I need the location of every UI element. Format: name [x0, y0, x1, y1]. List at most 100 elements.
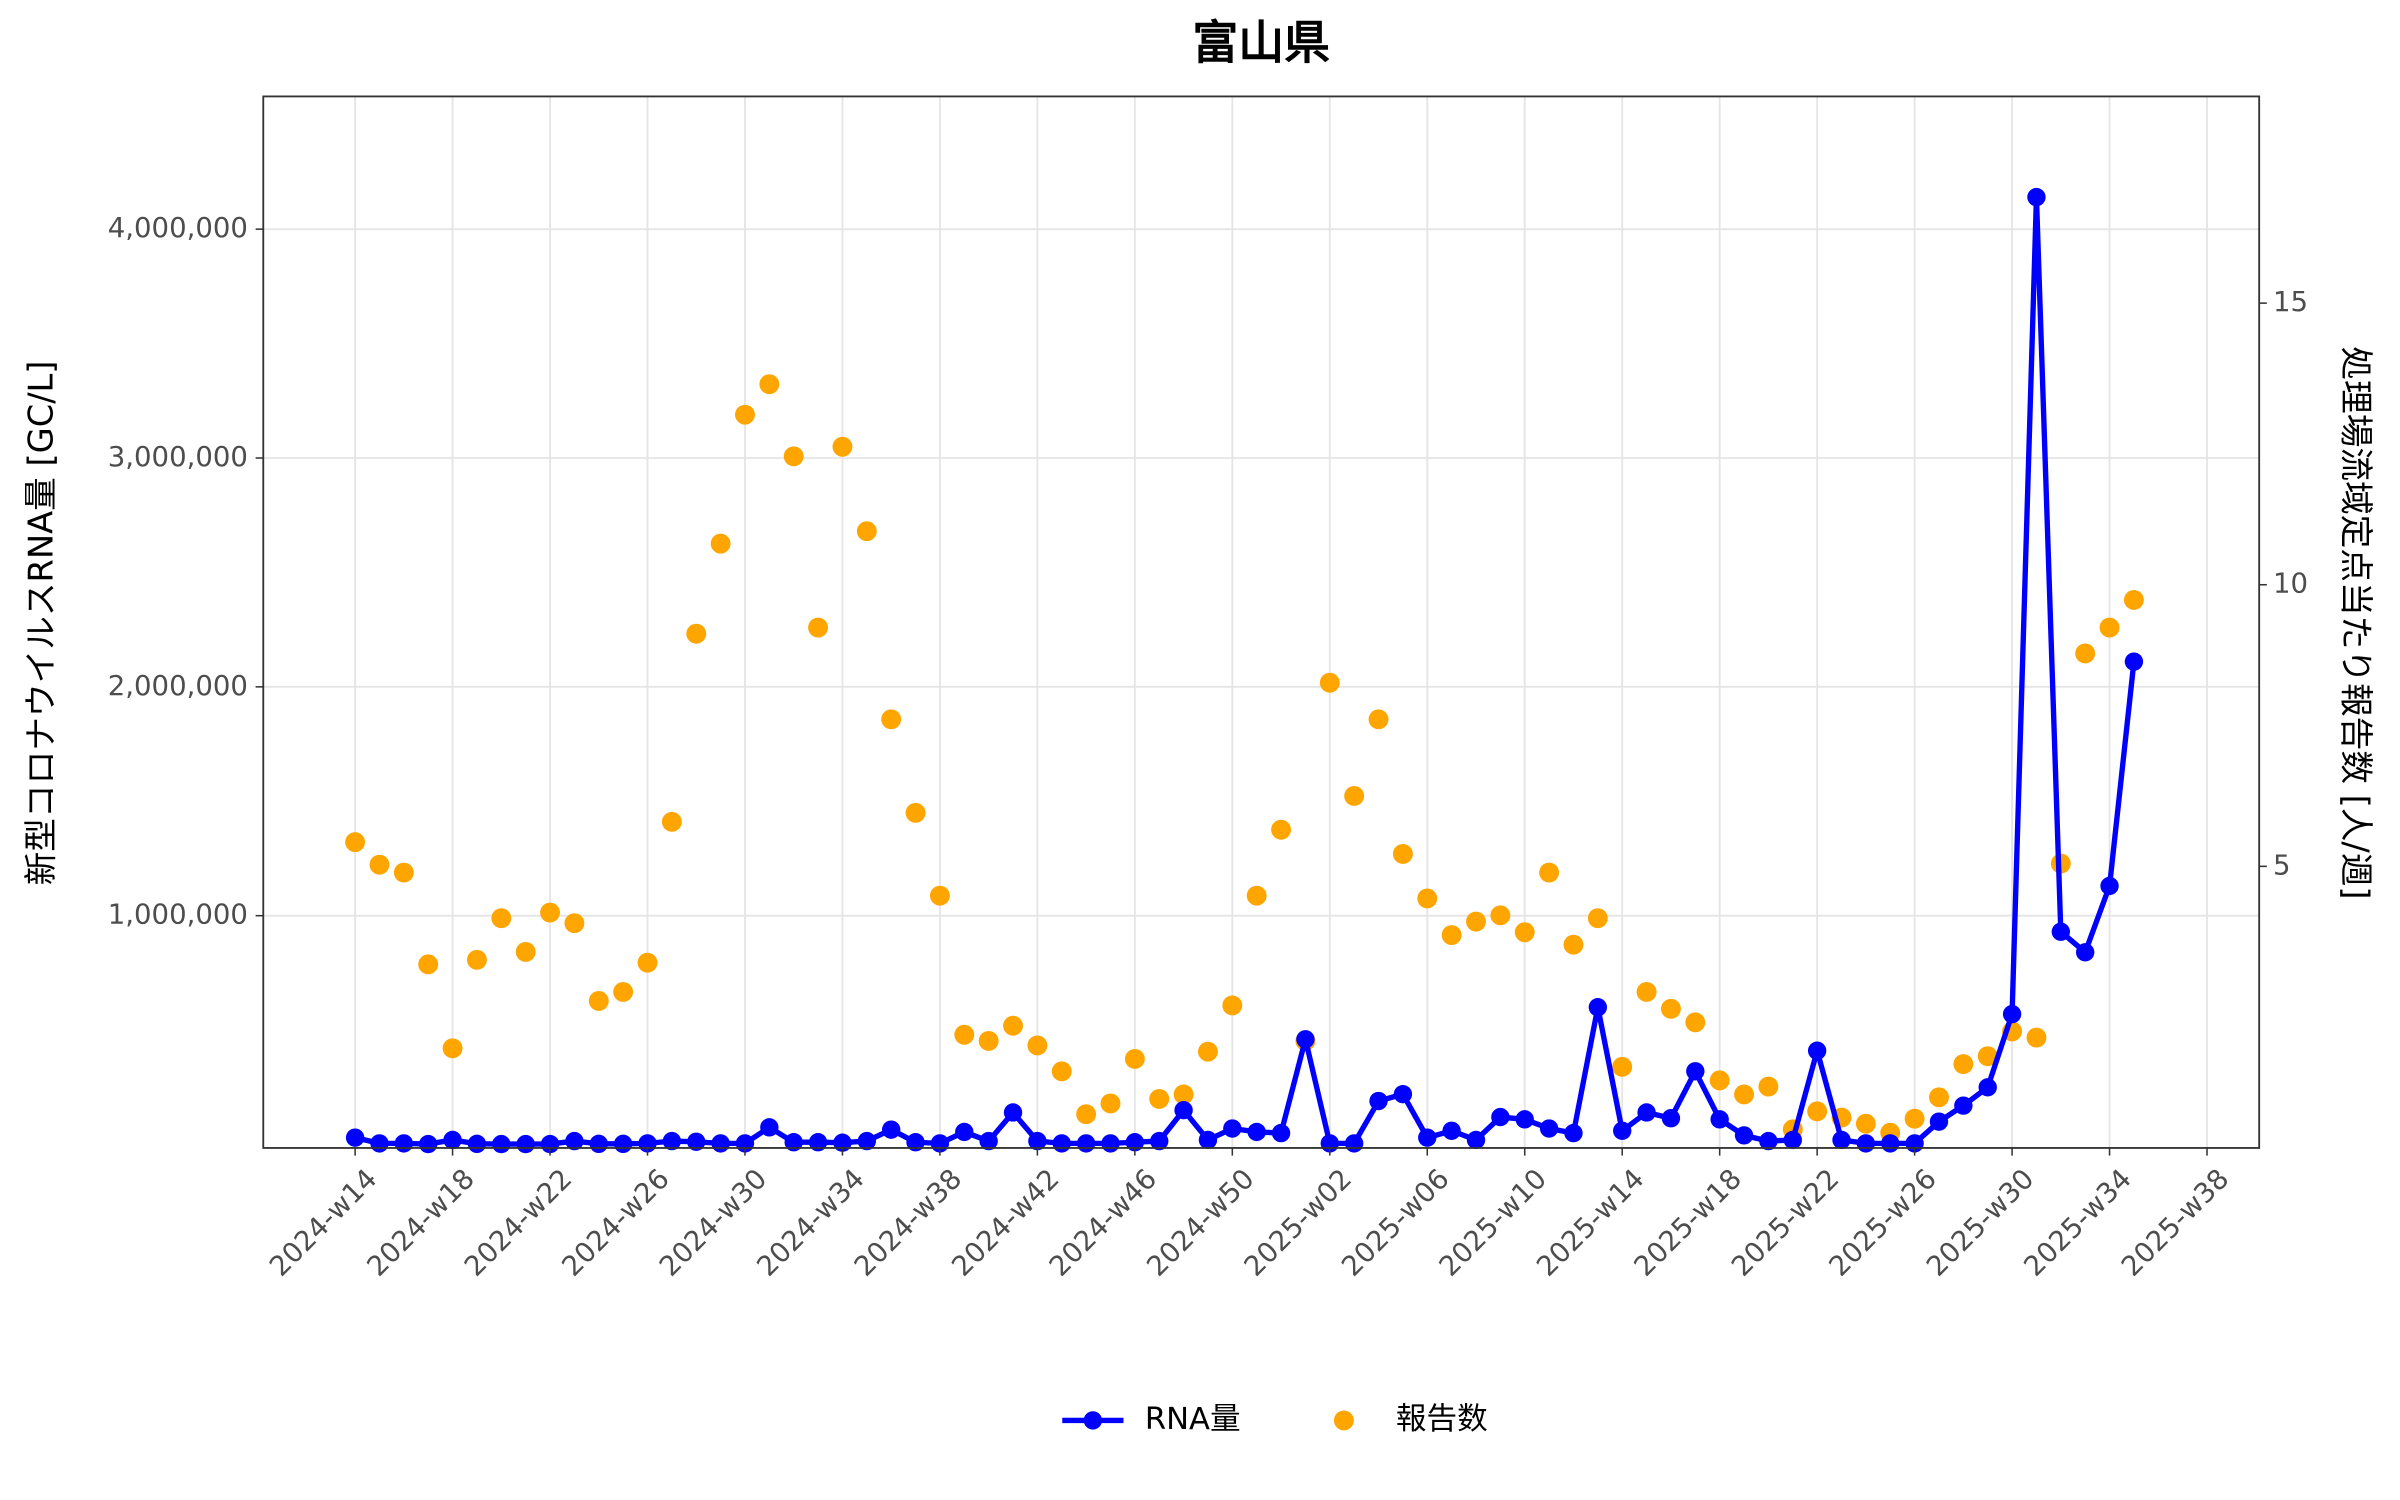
series-point	[1490, 905, 1511, 926]
series-point	[662, 1131, 682, 1151]
grid	[263, 96, 2260, 1148]
series-point	[1881, 1134, 1900, 1153]
series-point	[1418, 1128, 1437, 1147]
series-point	[613, 1134, 633, 1154]
series-point	[345, 832, 366, 853]
series-point	[1076, 1134, 1096, 1153]
series-point	[2075, 643, 2096, 664]
series-point	[1491, 1107, 1510, 1127]
series-point	[978, 1030, 999, 1051]
series-point	[1393, 1084, 1413, 1104]
series-point	[808, 617, 829, 638]
series-point	[2026, 1027, 2047, 1048]
series-point	[1466, 1130, 1486, 1150]
series-point	[1587, 908, 1608, 929]
series-point	[1173, 1084, 1194, 1105]
series-point	[1027, 1035, 1048, 1056]
series-point	[394, 1134, 414, 1153]
series-point	[564, 913, 585, 934]
y2-axis-label: 処理場流域定点当たり報告数 [人/週]	[2337, 346, 2376, 899]
series-point	[1442, 1121, 1461, 1140]
series-point	[783, 446, 804, 467]
series-point	[1198, 1130, 1218, 1150]
series-point	[1100, 1093, 1121, 1114]
series-point	[1904, 1108, 1925, 1129]
series-point	[1271, 1123, 1291, 1143]
y2-tick-label: 15	[2273, 286, 2308, 318]
series-point	[1369, 1091, 1388, 1111]
y2-tick-label: 5	[2273, 849, 2291, 881]
series-point	[1223, 1119, 1242, 1138]
series-point	[1076, 1104, 1097, 1125]
y-tick-label: 1,000,000	[108, 899, 248, 931]
series-point	[419, 1134, 438, 1154]
series-point	[1296, 1030, 1315, 1049]
series-point	[711, 1134, 730, 1153]
series-point	[2027, 187, 2046, 207]
series-point	[1709, 1070, 1730, 1091]
series-point	[637, 952, 658, 973]
series-point	[759, 374, 780, 395]
series-point	[808, 1133, 828, 1152]
series-point	[1150, 1131, 1169, 1151]
series-point	[661, 811, 682, 832]
series-point	[929, 885, 950, 906]
legend-label: 報告数	[1396, 1402, 1488, 1437]
series-point	[1563, 934, 1584, 955]
series-point	[540, 902, 560, 923]
series-point	[2123, 589, 2144, 610]
series-point	[1636, 981, 1657, 1002]
series-point	[1124, 1049, 1145, 1069]
series-point	[832, 436, 853, 457]
series-point	[881, 709, 902, 730]
series-point	[1514, 922, 1535, 943]
y-tick-label: 3,000,000	[108, 441, 248, 473]
series-point	[1149, 1089, 1170, 1109]
series-point	[906, 1133, 925, 1152]
series-point	[1246, 885, 1267, 906]
series-point	[2124, 652, 2144, 671]
series-point	[1051, 1061, 1072, 1082]
series-point	[1003, 1015, 1023, 1036]
series-point	[1613, 1121, 1632, 1140]
series-point	[882, 1120, 901, 1139]
series-point	[1319, 672, 1340, 693]
series-point	[589, 1134, 608, 1154]
series-point	[516, 1134, 535, 1154]
series-point	[1686, 1062, 1705, 1081]
series-point	[857, 1131, 876, 1151]
series-point	[1759, 1131, 1778, 1151]
series-point	[442, 1038, 463, 1059]
y2-tick-label: 10	[2273, 568, 2308, 600]
series-point	[1174, 1101, 1193, 1120]
series-point	[1978, 1078, 1997, 1097]
series-point	[370, 1134, 389, 1153]
series-point	[1028, 1131, 1047, 1151]
series-point	[1612, 1056, 1633, 1077]
series-point	[345, 1128, 365, 1147]
series-point	[1588, 998, 1608, 1017]
series-point	[1222, 995, 1243, 1016]
series-point	[1758, 1076, 1779, 1097]
series-point	[588, 991, 609, 1011]
series-point	[1855, 1113, 1876, 1134]
series-point	[1734, 1126, 1754, 1145]
series-point	[1003, 1103, 1023, 1122]
series-point	[1368, 709, 1389, 730]
series-point	[760, 1118, 779, 1137]
series-point	[1052, 1134, 1071, 1153]
y-axis-label: 新型コロナウイルスRNA量 [GC/L]	[21, 361, 60, 886]
series-point	[492, 1134, 511, 1154]
series-point	[1539, 1119, 1559, 1138]
series-point	[955, 1122, 974, 1142]
series-point	[1344, 1134, 1364, 1153]
legend: RNA量 報告数	[1062, 1402, 1488, 1437]
series-point	[2099, 617, 2120, 638]
panel	[263, 96, 2260, 1148]
series-point	[979, 1131, 998, 1151]
series-point	[2051, 922, 2070, 941]
series-point	[1783, 1130, 1802, 1150]
series-point	[686, 623, 707, 644]
series-point	[1417, 888, 1438, 909]
